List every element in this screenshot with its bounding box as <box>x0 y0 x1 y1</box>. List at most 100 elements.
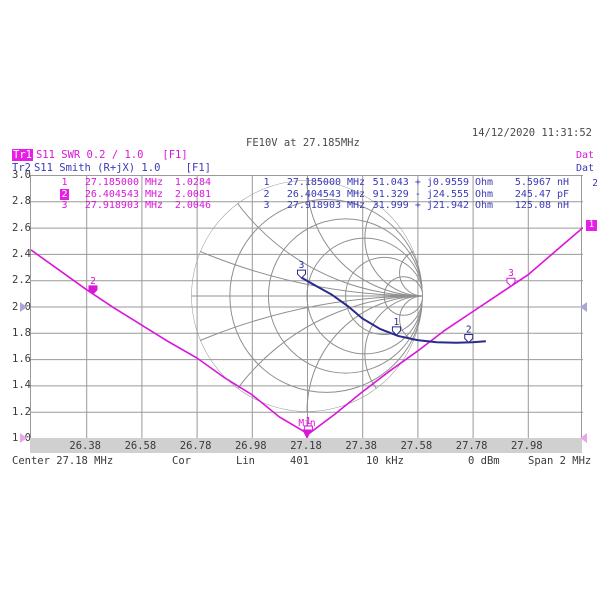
smith-marker-row[interactable]: 3 27.918903 MHz 31.999 + j21.942 Ohm 125.08… <box>262 200 571 212</box>
swr-marker-index: 3 <box>61 200 68 212</box>
x-axis-tick: 27.78 <box>455 440 488 452</box>
status-bandwidth[interactable]: 10 kHz <box>366 455 404 467</box>
smith-marker-freq: 26.404543 <box>286 188 341 200</box>
smith-marker-equivalent: 245.47 <box>514 188 551 200</box>
trace1-ref-marker-right[interactable] <box>580 433 587 443</box>
x-axis-tick: 26.38 <box>69 440 101 452</box>
smith-marker-impedance-unit: Ohm <box>469 188 494 200</box>
svg-text:2: 2 <box>466 325 472 336</box>
trace1-ref-badge[interactable]: 1 <box>586 219 597 231</box>
trace1-header[interactable]: Tr1 S11 SWR 0.2 / 1.0 [F1] <box>12 149 188 161</box>
trace2-data-label: Dat <box>575 163 594 174</box>
smith-marker-row[interactable]: 1 27.185000 MHz 51.043 + j0.9559 Ohm 5.5967… <box>262 177 571 189</box>
status-power[interactable]: 0 dBm <box>468 455 500 467</box>
smith-marker-index: 1 <box>263 177 270 188</box>
swr-marker-unit: MHz <box>139 177 164 188</box>
y-axis-tick: 2.4 <box>12 247 31 260</box>
swr-marker-freq: 27.918903 <box>84 200 139 212</box>
swr-marker-row[interactable]: 1 27.185000 MHz 1.0284 <box>60 177 211 189</box>
page-title: FE10V at 27.185MHz <box>246 137 360 149</box>
smith-trace <box>300 276 486 344</box>
x-axis-tick: 26.58 <box>124 440 157 452</box>
y-axis-tick: 2.8 <box>12 195 31 208</box>
svg-text:3: 3 <box>508 268 514 279</box>
smith-marker-row[interactable]: 2 26.404543 MHz 91.329 - j24.555 Ohm 245.47… <box>262 189 571 201</box>
smith-marker-impedance-unit: Ohm <box>469 177 494 188</box>
x-axis-bar <box>30 438 582 453</box>
swr-marker-row[interactable]: 3 27.918903 MHz 2.0046 <box>60 200 211 212</box>
marker-2: 2 <box>88 276 98 295</box>
y-axis-tick: 1.6 <box>12 353 31 366</box>
smith-markers: 3 1 2 <box>296 260 474 344</box>
smith-marker-impedance: 51.043 + j0.9559 <box>372 177 469 188</box>
y-axis-tick: 2.6 <box>12 221 31 234</box>
svg-text:1: 1 <box>394 317 400 328</box>
swr-marker-unit: MHz <box>139 200 164 212</box>
status-bar[interactable]: Center 27.18 MHz Cor Lin 401 10 kHz 0 dB… <box>0 455 600 471</box>
smith-marker-freq: 27.185000 <box>286 177 341 188</box>
trace1-ref-marker-left[interactable] <box>20 433 27 443</box>
x-axis-tick: 26.78 <box>179 440 212 452</box>
swr-marker-freq: 26.404543 <box>84 188 139 200</box>
status-points[interactable]: 401 <box>290 455 309 467</box>
smith-marker-impedance: 91.329 - j24.555 <box>372 188 469 200</box>
smith-marker-table[interactable]: 1 27.185000 MHz 51.043 + j0.9559 Ohm 5.5967… <box>262 177 571 212</box>
swr-marker-index: 2 <box>60 188 69 201</box>
y-axis-tick: 1.8 <box>12 326 31 339</box>
y-axis-tick: 3.0 <box>12 169 31 181</box>
y-axis-tick: 2.2 <box>12 274 31 287</box>
svg-text:2: 2 <box>90 276 96 287</box>
trace2-ref-badge[interactable]: 2 <box>592 178 598 189</box>
smith-marker-equivalent-unit: nH <box>551 200 570 212</box>
x-axis-tick: 26.98 <box>234 440 267 452</box>
timestamp: 14/12/2020 11:31:52 <box>471 127 592 139</box>
swr-markers: 1 2 3 <box>88 268 516 435</box>
smith-marker-impedance-unit: Ohm <box>469 200 494 212</box>
swr-marker-freq: 27.185000 <box>84 177 139 188</box>
swr-marker-unit: MHz <box>139 188 164 200</box>
marker-1: 1 <box>391 317 401 336</box>
marker-2: 2 <box>464 325 474 344</box>
swr-marker-value: 2.0046 <box>174 200 211 212</box>
min-marker: Min <box>298 418 316 438</box>
smith-marker-equivalent: 125.08 <box>514 200 551 212</box>
smith-marker-freq: 27.918903 <box>286 200 341 212</box>
trace2-header[interactable]: Tr2 S11 Smith (R+jX) 1.0 [F1] <box>12 162 211 174</box>
swr-marker-table[interactable]: 1 27.185000 MHz 1.0284 2 26.404543 MHz 2.0081… <box>60 177 211 212</box>
status-lin[interactable]: Lin <box>236 455 255 467</box>
trace2-ref-marker-right[interactable] <box>580 301 587 312</box>
plot-area[interactable]: 1 2 3 3 1 2 Min <box>30 175 583 438</box>
trace2-badge[interactable]: Tr2 <box>12 162 31 174</box>
swr-marker-row[interactable]: 2 26.404543 MHz 2.0081 <box>60 188 211 201</box>
smith-marker-index: 2 <box>263 188 270 200</box>
smith-marker-equivalent-unit: pF <box>551 188 570 200</box>
swr-marker-value: 2.0081 <box>174 188 211 200</box>
trace2-settings: S11 Smith (R+jX) 1.0 [F1] <box>33 162 211 174</box>
marker-3: 3 <box>506 268 516 287</box>
swr-marker-value: 1.0284 <box>174 177 211 188</box>
x-axis-tick: 27.98 <box>510 440 543 452</box>
grid-lines <box>31 175 583 438</box>
y-axis-tick: 1.4 <box>12 379 31 392</box>
smith-marker-unit: MHz <box>341 177 366 188</box>
trace1-badge[interactable]: Tr1 <box>12 149 33 161</box>
smith-marker-impedance: 31.999 + j21.942 <box>372 200 469 212</box>
trace2-ref-marker-left[interactable] <box>20 301 27 312</box>
status-cor[interactable]: Cor <box>172 455 191 467</box>
trace1-settings: S11 SWR 0.2 / 1.0 [F1] <box>35 149 188 161</box>
x-axis-tick: 27.38 <box>345 440 377 452</box>
trace1-data-label: Dat <box>575 150 594 161</box>
svg-text:3: 3 <box>299 260 305 271</box>
status-span[interactable]: Span 2 MHz <box>528 455 592 467</box>
svg-text:1: 1 <box>306 416 312 427</box>
smith-marker-equivalent: 5.5967 <box>514 177 551 188</box>
smith-marker-index: 3 <box>263 200 270 212</box>
status-center[interactable]: Center 27.18 MHz <box>12 455 114 467</box>
marker-3: 3 <box>296 260 306 279</box>
x-axis-tick: 27.18 <box>290 440 322 452</box>
smith-marker-unit: MHz <box>341 200 366 212</box>
smith-marker-unit: MHz <box>341 188 366 200</box>
swr-marker-index: 1 <box>61 177 68 188</box>
